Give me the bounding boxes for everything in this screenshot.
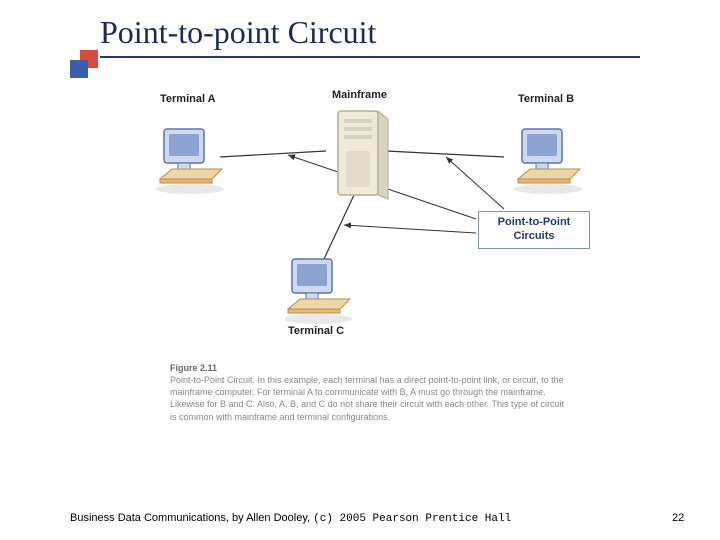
terminal-c xyxy=(278,255,356,330)
page-number: 22 xyxy=(672,512,684,524)
figure-label: Figure 2.11 xyxy=(170,363,217,373)
terminal-a-label: Terminal A xyxy=(160,93,216,105)
terminal-b-label: Terminal B xyxy=(518,93,574,105)
terminal-c-label: Terminal C xyxy=(288,325,344,337)
title-underline xyxy=(0,0,720,80)
footer-text: Business Data Communications, by Allen D… xyxy=(70,512,313,524)
footer-citation: Business Data Communications, by Allen D… xyxy=(70,512,511,525)
network-diagram: Terminal A Mainframe Terminal B Terminal… xyxy=(120,85,640,395)
callout-box: Point-to-Point Circuits xyxy=(478,211,590,249)
footer-tail: (c) 2005 Pearson Prentice Hall xyxy=(313,513,511,525)
terminal-b xyxy=(508,125,586,200)
figure-caption-text: Point-to-Point Circuit. In this example,… xyxy=(170,375,564,421)
figure-caption: Figure 2.11 Point-to-Point Circuit. In t… xyxy=(170,362,570,423)
mainframe-label: Mainframe xyxy=(332,89,387,101)
mainframe xyxy=(330,105,394,206)
callout-line1: Point-to-Point xyxy=(487,216,581,230)
terminal-a xyxy=(150,125,228,200)
callout-line2: Circuits xyxy=(487,230,581,244)
